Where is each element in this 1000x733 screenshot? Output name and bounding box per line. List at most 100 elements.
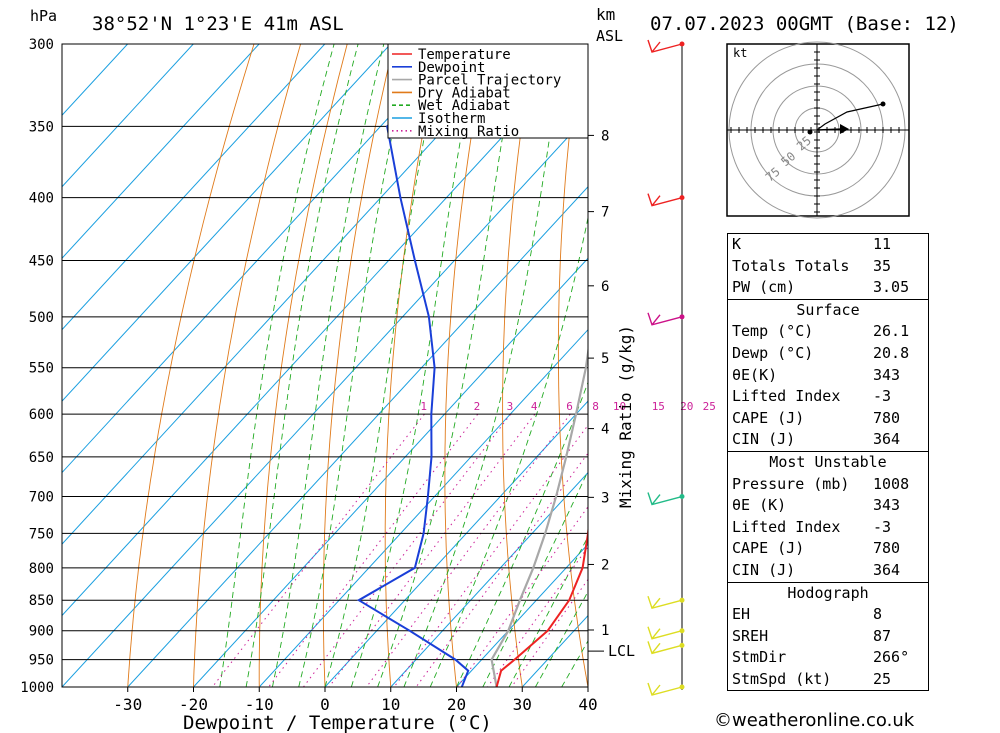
isotherm-line bbox=[390, 471, 588, 687]
wind-barb bbox=[647, 492, 683, 506]
legend-label: Wet Adiabat bbox=[418, 98, 511, 114]
index-value: 780 bbox=[873, 408, 901, 427]
isotherm-line bbox=[62, 44, 457, 474]
index-row: CAPE (J) 780 bbox=[728, 408, 928, 430]
pressure-tick-label: 900 bbox=[29, 624, 54, 640]
x-tick-label: 10 bbox=[381, 695, 400, 714]
wet-adiabat-line bbox=[482, 469, 588, 687]
pressure-tick-label: 850 bbox=[29, 593, 54, 609]
wind-barb bbox=[647, 595, 683, 610]
unstable-section-title: Most Unstable bbox=[728, 450, 928, 474]
lcl-label: LCL bbox=[608, 642, 635, 660]
hodograph-indices: EH 8 SREH 87 StmDir 266° StmSpd (kt) 25 bbox=[728, 604, 928, 690]
index-row: θE (K) 343 bbox=[728, 495, 928, 517]
index-value: 1008 bbox=[873, 474, 910, 493]
wind-barb bbox=[647, 682, 683, 696]
index-label: θE (K) bbox=[732, 496, 787, 515]
wet-adiabat-line bbox=[535, 590, 588, 687]
axes: 1 2 3 4 6 8 10 15 20 2530035040045050055060065070… bbox=[20, 37, 716, 714]
index-value: 780 bbox=[873, 539, 901, 558]
pressure-tick-label: 700 bbox=[29, 490, 54, 506]
index-label: EH bbox=[732, 605, 751, 624]
height-tick-label: 4 bbox=[601, 422, 609, 438]
index-label: θE(K) bbox=[732, 365, 778, 384]
x-axis-label: Dewpoint / Temperature (°C) bbox=[183, 712, 492, 733]
pressure-tick-label: 400 bbox=[29, 191, 54, 207]
index-row: Totals Totals 35 bbox=[728, 256, 928, 278]
dry-adiabat-line bbox=[127, 44, 255, 687]
x-tick-label: -10 bbox=[245, 695, 274, 714]
index-row: Lifted Index -3 bbox=[728, 517, 928, 539]
height-tick-label: 5 bbox=[601, 351, 609, 367]
index-label: K bbox=[732, 235, 742, 253]
index-row: CAPE (J) 780 bbox=[728, 538, 928, 560]
dry-adiabat-line bbox=[665, 44, 720, 687]
pressure-tick-label: 600 bbox=[29, 407, 54, 423]
hodograph-section-title: Hodograph bbox=[728, 581, 928, 605]
isotherm-line bbox=[62, 44, 128, 117]
wind-barb bbox=[647, 641, 683, 655]
isotherm-line bbox=[456, 543, 588, 687]
index-value: 25 bbox=[873, 669, 892, 688]
storm-motion-arrowhead bbox=[840, 124, 849, 134]
mixing-ratio-label: 2 bbox=[474, 400, 481, 413]
pressure-tick-label: 550 bbox=[29, 361, 54, 377]
legend-label: Dewpoint bbox=[418, 60, 485, 76]
x-tick-label: -30 bbox=[113, 695, 142, 714]
index-row: CIN (J) 364 bbox=[728, 560, 928, 582]
index-row: Temp (°C) 26.1 bbox=[728, 321, 928, 343]
dry-adiabat-line bbox=[193, 44, 302, 687]
index-label: PW (cm) bbox=[732, 278, 796, 297]
wind-barb bbox=[647, 39, 683, 53]
height-tick-label: 3 bbox=[601, 490, 609, 506]
storm-motion-arrow bbox=[816, 128, 844, 131]
dry-adiabat-line bbox=[502, 44, 535, 687]
wet-adiabat-line bbox=[508, 535, 588, 687]
isotherm-line bbox=[324, 400, 588, 687]
isotherm-line bbox=[62, 44, 588, 617]
index-label: Dewp (°C) bbox=[732, 343, 814, 362]
isotherm-line bbox=[62, 44, 194, 188]
temperature-line bbox=[495, 524, 588, 687]
index-value: 35 bbox=[873, 256, 892, 275]
x-tick-label: -20 bbox=[179, 695, 208, 714]
index-value: 20.8 bbox=[873, 343, 910, 362]
index-row: Dewp (°C) 20.8 bbox=[728, 343, 928, 365]
index-row: PW (cm) 3.05 bbox=[728, 277, 928, 299]
mixing-ratio-label: 1 bbox=[420, 400, 427, 413]
index-value: 26.1 bbox=[873, 322, 910, 341]
hodograph-trace bbox=[816, 103, 884, 131]
index-row: StmDir 266° bbox=[728, 647, 928, 669]
x-tick-label: 20 bbox=[447, 695, 466, 714]
index-row: Pressure (mb) 1008 bbox=[728, 474, 928, 496]
isotherm-line bbox=[62, 44, 260, 259]
dry-adiabat-line bbox=[953, 44, 1000, 687]
index-label: CIN (J) bbox=[732, 560, 796, 579]
index-value: 343 bbox=[873, 365, 901, 384]
height-tick-label: 1 bbox=[601, 623, 609, 639]
hodograph-end-dot bbox=[880, 101, 886, 107]
wind-barb bbox=[647, 312, 683, 326]
pressure-tick-label: 950 bbox=[29, 653, 54, 669]
height-unit-asl: ASL bbox=[596, 27, 623, 45]
legend-box bbox=[387, 43, 589, 139]
legend-label: Dry Adiabat bbox=[418, 85, 511, 101]
index-value: 364 bbox=[873, 560, 901, 579]
datetime-title: 07.07.2023 00GMT (Base: 12) bbox=[650, 13, 959, 35]
index-value: 87 bbox=[873, 626, 892, 645]
index-value: -3 bbox=[873, 387, 892, 406]
mixing-ratio-label: 25 bbox=[703, 400, 716, 413]
index-label: Lifted Index bbox=[732, 387, 841, 406]
mixing-ratio-label: 3 bbox=[507, 400, 514, 413]
index-value: 343 bbox=[873, 496, 901, 515]
isotherm-line bbox=[62, 44, 391, 402]
mixing-ratio-label: 10 bbox=[613, 400, 626, 413]
index-row: SREH 87 bbox=[728, 626, 928, 648]
surface-section-title: Surface bbox=[728, 298, 928, 322]
isotherm-line bbox=[62, 44, 326, 331]
index-row: StmSpd (kt) 25 bbox=[728, 669, 928, 691]
index-label: Lifted Index bbox=[732, 517, 841, 536]
index-label: CAPE (J) bbox=[732, 408, 805, 427]
